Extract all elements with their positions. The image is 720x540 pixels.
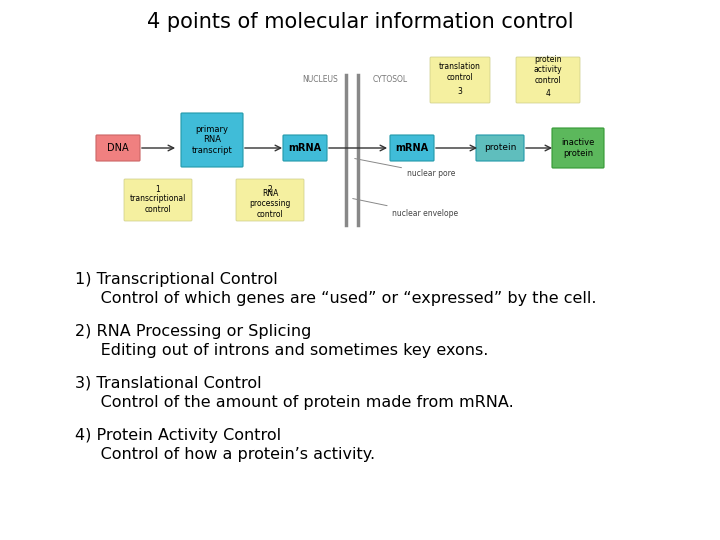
Text: protein
activity
control: protein activity control bbox=[534, 55, 562, 85]
Text: 2: 2 bbox=[268, 186, 272, 194]
Text: translation
control: translation control bbox=[439, 62, 481, 82]
Text: RNA
processing
control: RNA processing control bbox=[249, 189, 291, 219]
Text: mRNA: mRNA bbox=[289, 143, 322, 153]
Text: 4 points of molecular information control: 4 points of molecular information contro… bbox=[147, 12, 573, 32]
FancyBboxPatch shape bbox=[430, 57, 490, 103]
Text: inactive
protein: inactive protein bbox=[562, 138, 595, 158]
FancyBboxPatch shape bbox=[516, 57, 580, 103]
FancyBboxPatch shape bbox=[283, 135, 327, 161]
Text: 3) Translational Control: 3) Translational Control bbox=[75, 376, 261, 391]
FancyBboxPatch shape bbox=[124, 179, 192, 221]
Text: 1: 1 bbox=[156, 186, 161, 194]
FancyBboxPatch shape bbox=[552, 128, 604, 168]
Text: DNA: DNA bbox=[107, 143, 129, 153]
Text: 1) Transcriptional Control: 1) Transcriptional Control bbox=[75, 272, 278, 287]
Text: mRNA: mRNA bbox=[395, 143, 428, 153]
Text: Editing out of introns and sometimes key exons.: Editing out of introns and sometimes key… bbox=[75, 343, 488, 358]
FancyBboxPatch shape bbox=[476, 135, 524, 161]
Text: transcriptional
control: transcriptional control bbox=[130, 194, 186, 214]
Text: 4: 4 bbox=[546, 90, 550, 98]
Text: primary
RNA
transcript: primary RNA transcript bbox=[192, 125, 233, 155]
Text: nuclear pore: nuclear pore bbox=[355, 159, 455, 178]
Text: 2) RNA Processing or Splicing: 2) RNA Processing or Splicing bbox=[75, 324, 311, 339]
Text: CYTOSOL: CYTOSOL bbox=[372, 76, 408, 84]
Text: protein: protein bbox=[484, 144, 516, 152]
Text: nuclear envelope: nuclear envelope bbox=[353, 199, 458, 218]
Text: Control of which genes are “used” or “expressed” by the cell.: Control of which genes are “used” or “ex… bbox=[75, 291, 596, 306]
FancyBboxPatch shape bbox=[236, 179, 304, 221]
FancyBboxPatch shape bbox=[96, 135, 140, 161]
Text: Control of the amount of protein made from mRNA.: Control of the amount of protein made fr… bbox=[75, 395, 514, 410]
FancyBboxPatch shape bbox=[181, 113, 243, 167]
Text: NUCLEUS: NUCLEUS bbox=[302, 76, 338, 84]
Text: 3: 3 bbox=[458, 87, 462, 97]
Text: Control of how a protein’s activity.: Control of how a protein’s activity. bbox=[75, 447, 375, 462]
FancyBboxPatch shape bbox=[390, 135, 434, 161]
Text: 4) Protein Activity Control: 4) Protein Activity Control bbox=[75, 428, 281, 443]
